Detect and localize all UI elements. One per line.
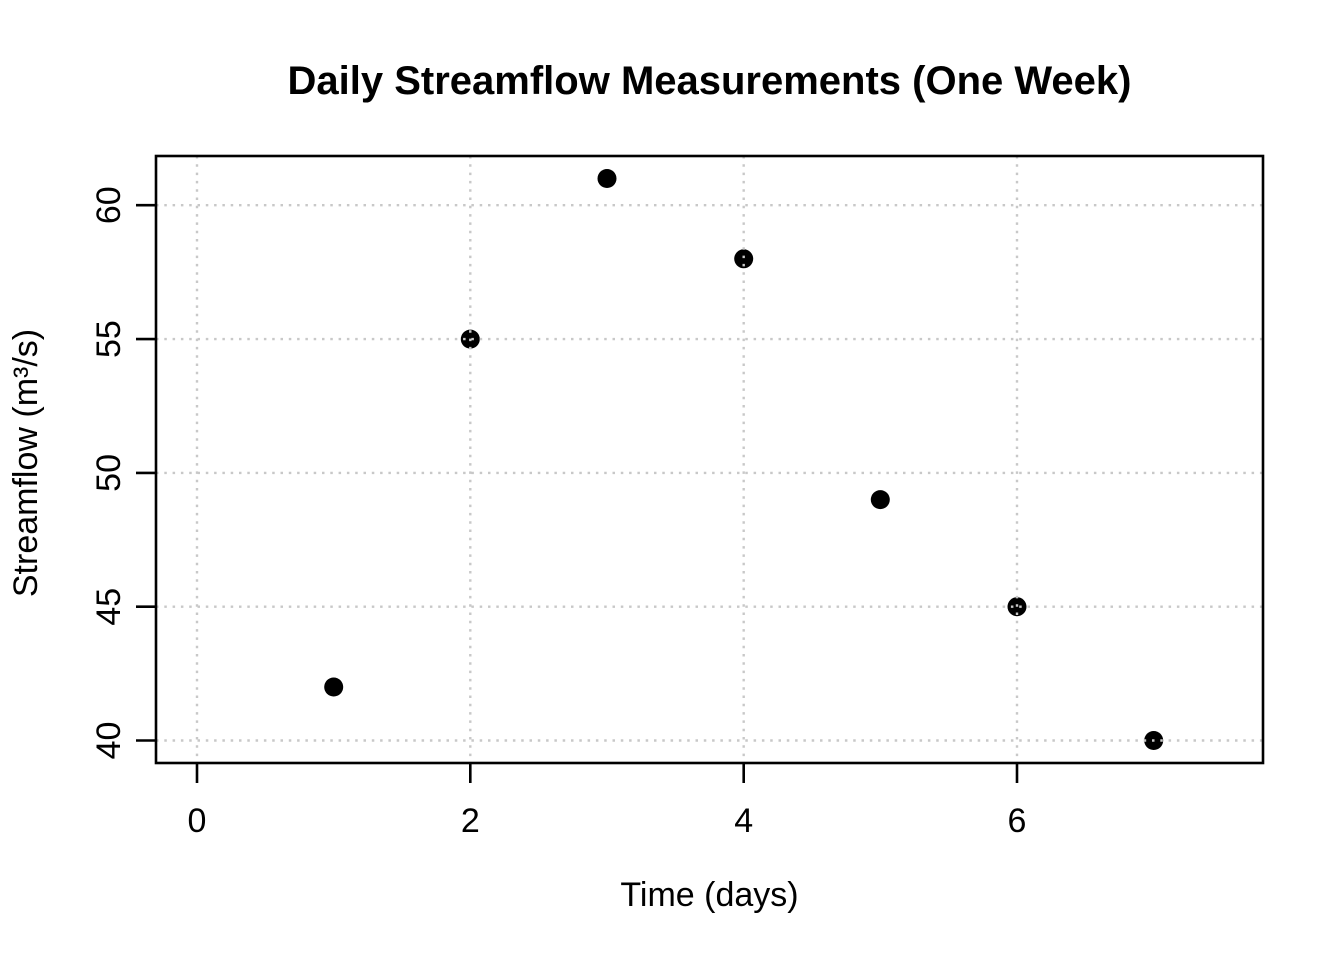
x-tick-label: 2: [461, 802, 480, 840]
plot-box: [154, 154, 1265, 765]
x-axis-label: Time (days): [620, 876, 799, 914]
chart-title: Daily Streamflow Measurements (One Week): [287, 59, 1132, 103]
data-point: [597, 169, 617, 188]
data-point: [870, 490, 890, 510]
y-axis-label: Streamflow (m³/s): [7, 328, 45, 598]
x-tick-label: 6: [1008, 802, 1027, 840]
y-tick-label: 45: [90, 588, 128, 626]
y-tick-label: 60: [90, 186, 128, 224]
y-tick-label: 50: [90, 454, 128, 492]
data-point: [324, 677, 344, 697]
data-point: [734, 249, 754, 269]
x-tick-label: 4: [734, 802, 753, 840]
y-tick-label: 40: [90, 722, 128, 760]
y-tick-label: 55: [90, 320, 128, 358]
x-tick-label: 0: [188, 802, 207, 840]
